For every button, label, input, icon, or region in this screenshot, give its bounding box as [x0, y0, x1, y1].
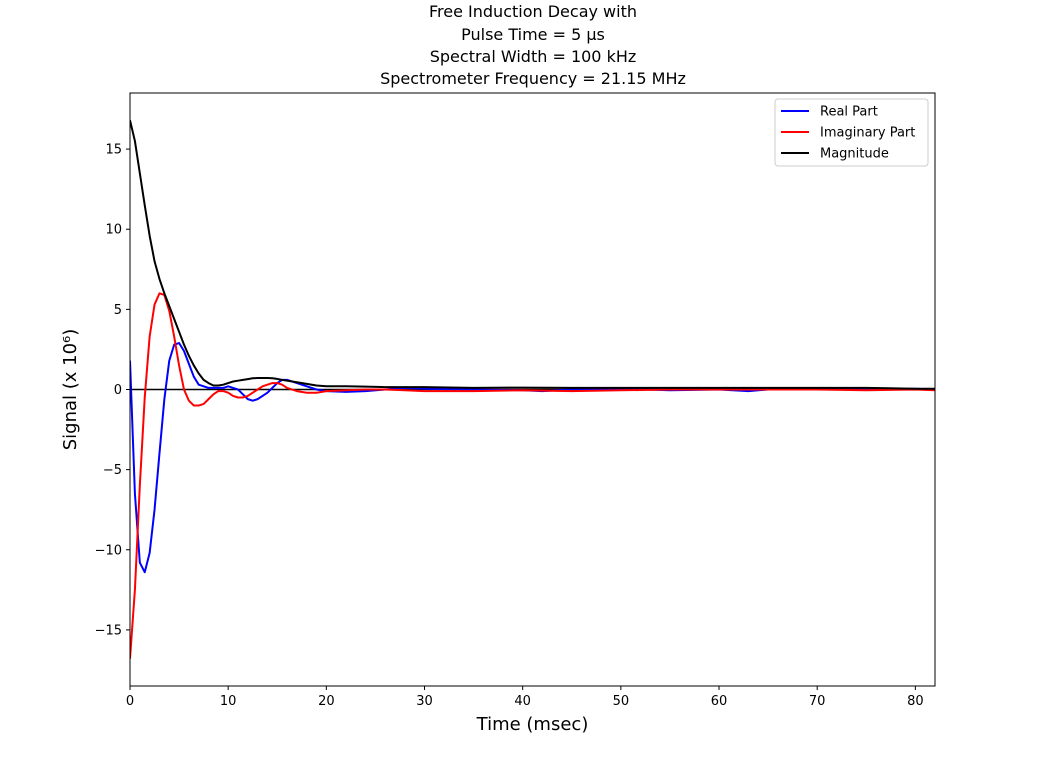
series-line-magnitude — [130, 120, 935, 390]
x-tick-label: 0 — [126, 694, 134, 709]
x-axis-label: Time (msec) — [476, 714, 589, 735]
y-tick-label: 10 — [105, 223, 122, 238]
legend: Real Part Imaginary Part Magnitude — [774, 98, 929, 167]
x-tick-label: 20 — [318, 694, 335, 709]
x-axis-ticks: 0 10 20 30 40 50 60 70 80 — [126, 686, 924, 709]
chart-title-line: Spectrometer Frequency = 21.15 MHz — [380, 69, 686, 88]
chart-title: Free Induction Decay with Pulse Time = 5 … — [380, 2, 686, 88]
series-line-imaginary-part — [130, 292, 935, 659]
y-tick-label: 0 — [114, 383, 122, 398]
y-axis-ticks: −15 −10 −5 0 5 10 15 — [95, 143, 130, 638]
y-tick-label: −5 — [103, 463, 122, 478]
y-tick-label: −15 — [95, 623, 122, 638]
chart-title-line: Spectral Width = 100 kHz — [430, 47, 637, 66]
y-tick-label: 15 — [105, 143, 122, 158]
x-tick-label: 60 — [711, 694, 728, 709]
x-tick-label: 70 — [809, 694, 826, 709]
legend-label: Real Part — [820, 105, 878, 120]
x-tick-label: 30 — [416, 694, 433, 709]
chart-title-line: Pulse Time = 5 μs — [461, 25, 605, 44]
legend-box — [774, 98, 929, 167]
x-tick-label: 50 — [613, 694, 630, 709]
chart-title-line: Free Induction Decay with — [429, 2, 637, 21]
legend-label: Magnitude — [820, 147, 889, 162]
series-line-real-part — [130, 342, 935, 574]
y-tick-label: 5 — [114, 303, 122, 318]
y-tick-label: −10 — [95, 543, 122, 558]
x-tick-label: 40 — [514, 694, 531, 709]
x-tick-label: 10 — [220, 694, 237, 709]
legend-label: Imaginary Part — [820, 126, 915, 141]
y-axis-label: Signal (x 10⁶) — [60, 329, 81, 451]
plot-series — [130, 120, 935, 659]
x-tick-label: 80 — [907, 694, 924, 709]
